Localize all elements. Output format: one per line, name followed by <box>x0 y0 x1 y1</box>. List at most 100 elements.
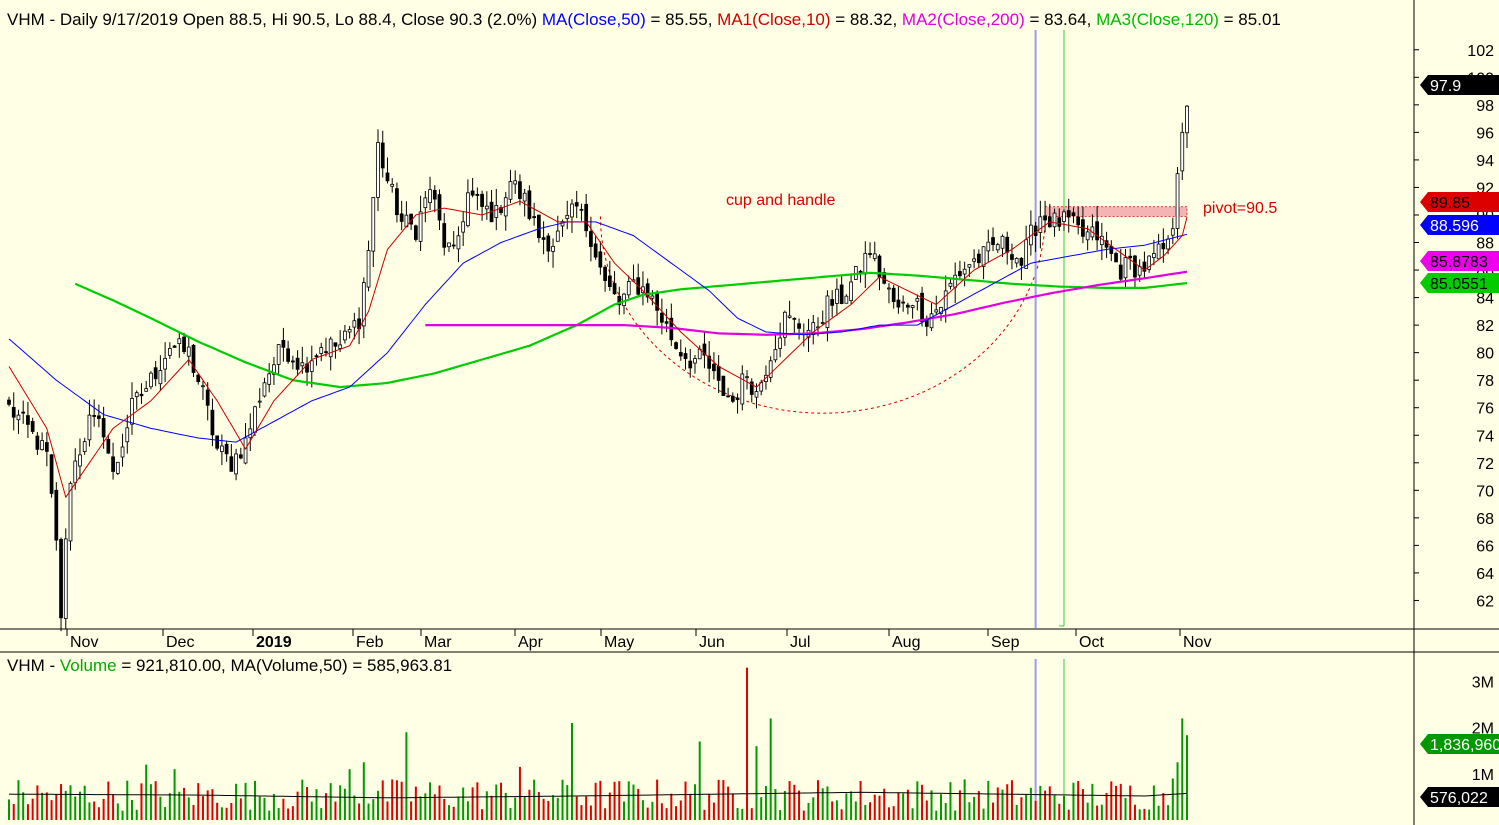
candle-body[interactable] <box>1161 243 1166 250</box>
candle-body[interactable] <box>688 360 693 369</box>
volume-bar[interactable] <box>504 792 507 820</box>
volume-bar[interactable] <box>746 667 749 820</box>
volume-bar[interactable] <box>1020 797 1023 820</box>
candle-body[interactable] <box>674 342 678 349</box>
candle-body[interactable] <box>839 284 844 305</box>
volume-bar[interactable] <box>348 769 351 820</box>
candle-body[interactable] <box>1114 253 1118 263</box>
volume-bar[interactable] <box>93 801 96 820</box>
volume-bar[interactable] <box>731 793 734 820</box>
volume-bar[interactable] <box>55 793 58 820</box>
candle-body[interactable] <box>413 225 418 240</box>
candle-body[interactable] <box>939 307 943 314</box>
candle-body[interactable] <box>603 266 607 281</box>
volume-bar[interactable] <box>201 796 204 820</box>
candle-body[interactable] <box>428 189 432 204</box>
volume-bar[interactable] <box>670 793 673 820</box>
candle-body[interactable] <box>792 317 797 320</box>
volume-bar[interactable] <box>627 781 630 820</box>
volume-bar[interactable] <box>211 789 214 820</box>
volume-bar[interactable] <box>561 779 564 820</box>
candle-body[interactable] <box>532 216 536 218</box>
candle-body[interactable] <box>863 253 868 275</box>
candle-body[interactable] <box>1062 211 1066 222</box>
volume-bar[interactable] <box>911 808 914 820</box>
candle-body[interactable] <box>97 415 101 419</box>
candle-body[interactable] <box>196 374 201 382</box>
volume-bar[interactable] <box>826 786 829 820</box>
candle-body[interactable] <box>920 292 924 323</box>
volume-bar[interactable] <box>154 781 157 820</box>
volume-bar[interactable] <box>514 797 517 820</box>
volume-bar[interactable] <box>1025 794 1028 820</box>
candle-body[interactable] <box>783 311 787 338</box>
candle-body[interactable] <box>447 242 451 248</box>
volume-bar[interactable] <box>760 797 763 820</box>
candle-body[interactable] <box>432 189 437 200</box>
volume-bar[interactable] <box>783 790 786 820</box>
candle-body[interactable] <box>385 172 390 182</box>
candle-body[interactable] <box>598 251 603 268</box>
candle-body[interactable] <box>456 235 461 250</box>
volume-bar[interactable] <box>391 779 394 820</box>
candle-body[interactable] <box>891 287 896 303</box>
candle-body[interactable] <box>347 329 352 333</box>
volume-bar[interactable] <box>26 804 29 820</box>
volume-bar[interactable] <box>835 800 838 820</box>
candle-body[interactable] <box>849 281 853 301</box>
candle-body[interactable] <box>546 235 551 252</box>
candle-body[interactable] <box>1010 254 1014 260</box>
candle-body[interactable] <box>92 415 97 417</box>
volume-bar[interactable] <box>599 780 602 820</box>
volume-bar[interactable] <box>552 795 555 820</box>
volume-bar[interactable] <box>17 780 20 820</box>
volume-bar[interactable] <box>206 790 209 820</box>
volume-bar[interactable] <box>400 781 403 820</box>
candle-body[interactable] <box>1128 255 1133 259</box>
candle-body[interactable] <box>144 388 149 392</box>
volume-bar[interactable] <box>651 801 654 820</box>
volume-bar[interactable] <box>112 794 115 820</box>
candle-body[interactable] <box>210 409 215 436</box>
candle-body[interactable] <box>551 246 555 252</box>
candle-body[interactable] <box>664 321 669 324</box>
volume-bar[interactable] <box>689 793 692 820</box>
volume-bar[interactable] <box>1181 718 1184 820</box>
volume-bar[interactable] <box>977 791 980 820</box>
volume-bar[interactable] <box>296 791 299 820</box>
volume-bar[interactable] <box>339 785 342 820</box>
volume-bar[interactable] <box>580 805 583 820</box>
volume-bar[interactable] <box>566 785 569 820</box>
volume-bar[interactable] <box>793 784 796 820</box>
volume-bar[interactable] <box>727 786 730 820</box>
volume-bar[interactable] <box>1115 785 1118 820</box>
candle-body[interactable] <box>262 382 267 397</box>
volume-bar[interactable] <box>414 786 417 820</box>
candle-body[interactable] <box>1085 231 1090 241</box>
volume-bar[interactable] <box>22 792 25 820</box>
candle-body[interactable] <box>830 299 835 306</box>
candle-body[interactable] <box>1142 261 1147 272</box>
volume-bar[interactable] <box>116 803 119 820</box>
volume-bar[interactable] <box>779 810 782 820</box>
candle-body[interactable] <box>570 203 574 218</box>
volume-bar[interactable] <box>556 797 559 820</box>
candle-body[interactable] <box>735 397 740 401</box>
volume-bar[interactable] <box>466 801 469 820</box>
volume-bar[interactable] <box>675 806 678 820</box>
volume-bar[interactable] <box>131 800 134 820</box>
candle-body[interactable] <box>220 445 224 452</box>
candle-body[interactable] <box>191 344 196 373</box>
candle-body[interactable] <box>995 244 1000 251</box>
candle-body[interactable] <box>1014 258 1019 264</box>
volume-bar[interactable] <box>1039 785 1042 820</box>
candle-body[interactable] <box>172 345 177 348</box>
candle-body[interactable] <box>797 323 801 329</box>
volume-bar[interactable] <box>750 808 753 820</box>
volume-bar[interactable] <box>594 782 597 820</box>
candle-body[interactable] <box>343 330 347 341</box>
candle-body[interactable] <box>106 438 111 454</box>
candle-body[interactable] <box>153 367 158 380</box>
volume-bar[interactable] <box>982 808 985 820</box>
volume-bar[interactable] <box>12 803 15 820</box>
